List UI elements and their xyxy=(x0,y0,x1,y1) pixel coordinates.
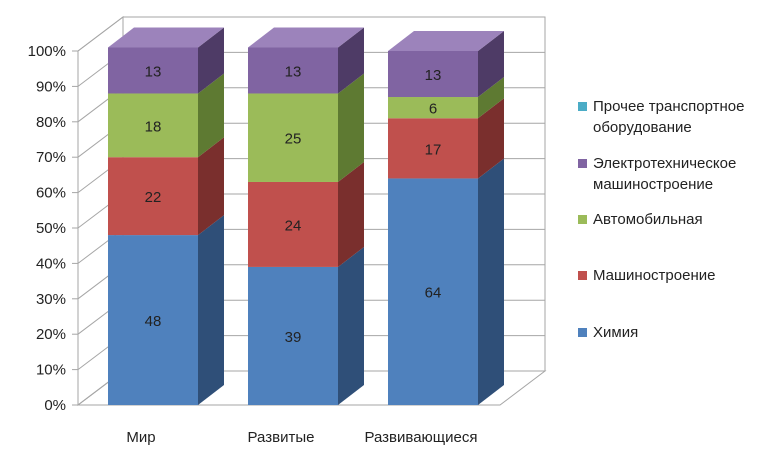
bar-top xyxy=(108,27,224,48)
bar-side xyxy=(198,27,224,94)
y-tick-label: 60% xyxy=(36,185,66,202)
data-label: 24 xyxy=(285,217,302,234)
legend-item-chemistry: Химия xyxy=(578,322,638,343)
y-tick-label: 10% xyxy=(36,362,66,379)
y-tick-label: 70% xyxy=(36,149,66,166)
bar-segment xyxy=(108,47,198,94)
gridline xyxy=(77,16,545,52)
y-tick-label: 100% xyxy=(28,43,66,60)
bar-segment xyxy=(388,51,478,98)
bar-segment xyxy=(108,157,198,236)
x-category-label: Развитые xyxy=(248,429,315,446)
bar-side xyxy=(338,27,364,94)
bar-side xyxy=(338,246,364,405)
bar-segment xyxy=(108,235,198,405)
bar-side xyxy=(478,31,504,98)
y-tick-label: 90% xyxy=(36,78,66,95)
legend-swatch xyxy=(578,215,587,224)
y-tick-label: 20% xyxy=(36,326,66,343)
bar-segment xyxy=(108,93,198,158)
data-label: 48 xyxy=(145,313,162,330)
bar-side xyxy=(338,73,364,182)
bar-segment xyxy=(388,97,478,119)
bar-segment xyxy=(248,266,338,405)
x-category-label: Развивающиеся xyxy=(365,429,478,446)
y-tick-label: 0% xyxy=(44,397,66,414)
data-label: 22 xyxy=(145,189,162,206)
legend-label: Автомобильная xyxy=(593,211,703,228)
bar-segment xyxy=(248,93,338,182)
bar-segment xyxy=(248,47,338,94)
bar-segment xyxy=(388,118,478,179)
data-label: 17 xyxy=(425,141,442,158)
bar-side xyxy=(198,137,224,236)
x-category-label: Мир xyxy=(126,429,155,446)
legend-item-automotive: Автомобильная xyxy=(578,209,703,230)
legend-swatch xyxy=(578,328,587,337)
y-tick-label: 30% xyxy=(36,291,66,308)
y-tick-label: 80% xyxy=(36,114,66,131)
data-label: 18 xyxy=(145,118,162,135)
bar-top xyxy=(388,31,504,51)
data-label: 13 xyxy=(425,67,442,84)
legend-item-machinery: Машиностроение xyxy=(578,265,715,286)
y-tick-label: 50% xyxy=(36,220,66,237)
bar-side xyxy=(338,161,364,267)
legend-label: Прочее транспортное оборудование xyxy=(593,98,745,136)
data-label: 64 xyxy=(425,285,442,302)
bar-side xyxy=(198,73,224,158)
legend-label: Машиностроение xyxy=(593,267,716,284)
data-label: 25 xyxy=(285,131,302,148)
bar-segment xyxy=(388,178,478,405)
y-tick-label: 40% xyxy=(36,255,66,272)
legend-swatch xyxy=(578,102,587,111)
legend-label: Химия xyxy=(593,324,639,341)
bar-side xyxy=(478,158,504,405)
legend-label: Электротехническое машиностроение xyxy=(593,155,737,193)
legend-item-electrical: Электротехническое машиностроение xyxy=(578,153,736,195)
data-label: 13 xyxy=(285,63,302,80)
bar-top xyxy=(248,27,364,48)
data-label: 13 xyxy=(145,63,162,80)
bar-segment xyxy=(248,181,338,267)
bar-side xyxy=(198,215,224,405)
data-label: 39 xyxy=(285,329,302,346)
legend-item-other-transport: Прочее транспортное оборудование xyxy=(578,96,744,138)
bar-side xyxy=(478,77,504,119)
legend-swatch xyxy=(578,271,587,280)
data-label: 6 xyxy=(429,101,437,118)
bar-side xyxy=(478,98,504,179)
legend-swatch xyxy=(578,159,587,168)
